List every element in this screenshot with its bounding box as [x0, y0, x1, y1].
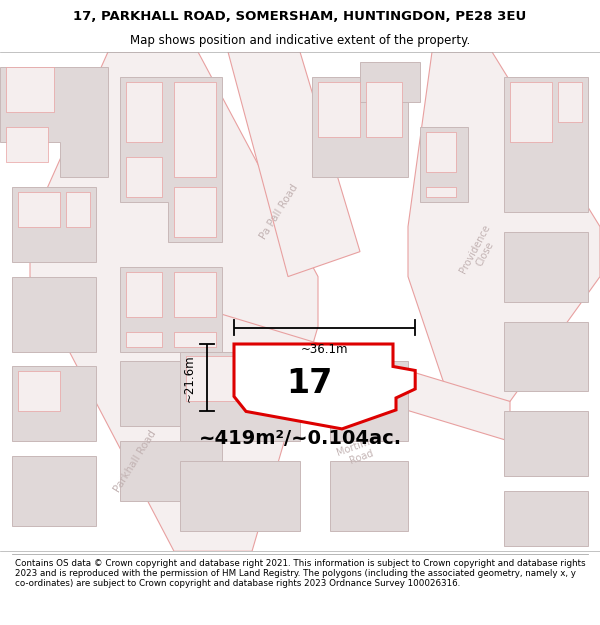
Text: Contains OS data © Crown copyright and database right 2021. This information is : Contains OS data © Crown copyright and d… [15, 559, 586, 588]
Polygon shape [264, 356, 294, 401]
Text: ~419m²/~0.104ac.: ~419m²/~0.104ac. [199, 429, 401, 448]
Polygon shape [180, 461, 300, 531]
Polygon shape [126, 272, 162, 316]
Polygon shape [504, 77, 588, 212]
Polygon shape [426, 187, 456, 197]
Text: ~21.6m: ~21.6m [183, 354, 196, 401]
Polygon shape [228, 52, 360, 277]
Polygon shape [420, 127, 468, 202]
Polygon shape [510, 82, 552, 142]
Text: 17: 17 [286, 368, 332, 401]
Polygon shape [126, 82, 162, 142]
Text: Parkhall Road: Parkhall Road [112, 429, 158, 494]
Polygon shape [366, 82, 402, 137]
Polygon shape [504, 232, 588, 301]
Polygon shape [360, 62, 420, 102]
Polygon shape [180, 301, 510, 441]
Polygon shape [6, 67, 54, 112]
Polygon shape [312, 77, 408, 177]
Polygon shape [126, 157, 162, 197]
Polygon shape [0, 67, 108, 177]
Polygon shape [180, 351, 300, 441]
Polygon shape [120, 361, 222, 426]
Polygon shape [30, 52, 318, 551]
Polygon shape [174, 331, 216, 346]
Text: Pa Pall Road: Pa Pall Road [258, 182, 300, 241]
Polygon shape [174, 187, 216, 237]
Polygon shape [120, 267, 222, 351]
Polygon shape [318, 82, 360, 137]
Polygon shape [18, 192, 60, 227]
Polygon shape [12, 366, 96, 441]
Polygon shape [504, 491, 588, 546]
Polygon shape [186, 356, 258, 401]
Polygon shape [66, 192, 90, 227]
Text: Mortimer
Road: Mortimer Road [335, 434, 385, 469]
Polygon shape [6, 127, 48, 162]
Polygon shape [120, 77, 222, 242]
Polygon shape [558, 82, 582, 122]
Text: Providence
Close: Providence Close [458, 223, 502, 281]
Text: ~36.1m: ~36.1m [301, 342, 349, 356]
Polygon shape [408, 52, 600, 401]
Polygon shape [12, 187, 96, 262]
Polygon shape [126, 331, 162, 346]
Text: Map shows position and indicative extent of the property.: Map shows position and indicative extent… [130, 34, 470, 47]
Polygon shape [120, 441, 222, 501]
Polygon shape [330, 461, 408, 531]
Polygon shape [174, 272, 216, 316]
Polygon shape [330, 361, 408, 441]
Polygon shape [234, 344, 415, 429]
Polygon shape [12, 277, 96, 351]
Polygon shape [18, 371, 60, 411]
Polygon shape [12, 456, 96, 526]
Polygon shape [504, 411, 588, 476]
Text: 17, PARKHALL ROAD, SOMERSHAM, HUNTINGDON, PE28 3EU: 17, PARKHALL ROAD, SOMERSHAM, HUNTINGDON… [73, 11, 527, 23]
Polygon shape [426, 132, 456, 172]
Polygon shape [174, 82, 216, 177]
Polygon shape [504, 321, 588, 391]
